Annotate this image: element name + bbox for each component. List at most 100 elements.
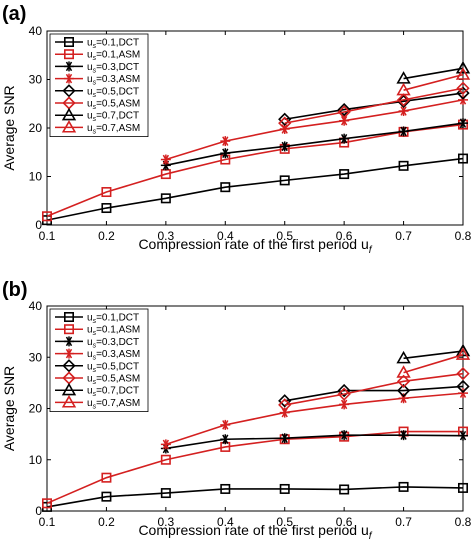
- data-point: [398, 393, 409, 404]
- data-point: [160, 454, 171, 465]
- legend-marker: [62, 359, 76, 373]
- series-line: [403, 350, 464, 360]
- data-point: [396, 82, 411, 96]
- data-point: [278, 398, 292, 412]
- panel-label: (b): [2, 279, 28, 301]
- y-tick-label: 20: [29, 121, 43, 135]
- series-line: [46, 157, 464, 221]
- data-point: [41, 211, 52, 222]
- series-4: [278, 379, 470, 408]
- series-line: [403, 73, 464, 91]
- x-axis-label: Compression rate of the first period uf: [138, 236, 372, 256]
- data-point: [457, 153, 468, 164]
- legend-entry: us=0.3,DCT: [55, 336, 139, 349]
- x-tick-label: 0.7: [395, 229, 412, 243]
- x-tick-label: 0.5: [276, 515, 293, 529]
- data-point: [279, 433, 290, 444]
- panel-label: (a): [2, 3, 26, 25]
- data-point: [278, 394, 292, 408]
- data-point: [458, 94, 468, 105]
- x-tick-label: 0.3: [158, 515, 175, 529]
- series-line: [403, 353, 464, 374]
- data-point: [458, 430, 468, 441]
- y-tick-label: 10: [29, 453, 43, 467]
- data-point: [456, 86, 470, 100]
- x-tick-label: 0.1: [39, 515, 56, 529]
- legend-entry: us=0.5,DCT: [55, 84, 139, 99]
- series-line: [46, 123, 464, 218]
- legend-label: us=0.5,DCT: [87, 86, 139, 99]
- x-axis-label-subscript: f: [369, 531, 373, 542]
- legend-entry: us=0.3,DCT: [55, 61, 139, 74]
- legend-marker: [64, 311, 75, 322]
- x-tick-label: 0.4: [217, 515, 234, 529]
- x-tick-label: 0.6: [336, 515, 353, 529]
- legend-entry: us=0.3,ASM: [55, 73, 140, 87]
- legend-label: us=0.5,DCT: [87, 361, 139, 374]
- data-point: [101, 491, 112, 502]
- data-point: [339, 133, 350, 144]
- legend-marker: [61, 119, 77, 133]
- x-tick-label: 0.8: [455, 515, 472, 529]
- legend-label: us=0.1,DCT: [87, 313, 139, 326]
- y-tick-label: 20: [29, 402, 43, 416]
- legend-label: us=0.7,DCT: [87, 111, 139, 124]
- legend-marker: [64, 49, 75, 60]
- data-point: [337, 105, 351, 119]
- series-line: [46, 486, 464, 508]
- legend-entry: us=0.1,DCT: [55, 36, 139, 50]
- data-point: [396, 93, 411, 107]
- data-point: [455, 347, 471, 360]
- data-point: [160, 488, 171, 499]
- legend-entry: us=0.7,ASM: [55, 119, 140, 135]
- legend-marker: [64, 336, 74, 347]
- data-point: [456, 367, 470, 381]
- legend-entry: us=0.7,DCT: [55, 107, 139, 124]
- x-axis-label-subscript: f: [369, 245, 373, 256]
- y-tick-label: 40: [29, 24, 43, 38]
- legend-label: us=0.3,DCT: [87, 62, 139, 75]
- data-point: [279, 175, 290, 186]
- data-point: [278, 112, 292, 126]
- series-0: [41, 153, 468, 226]
- legend: us=0.1,DCTus=0.1,ASMus=0.3,DCTus=0.3,ASM…: [49, 33, 149, 137]
- data-point: [398, 126, 409, 137]
- series-line: [165, 434, 464, 450]
- legend-entry: us=0.1,ASM: [55, 324, 140, 337]
- series-1: [41, 426, 468, 509]
- data-point: [220, 182, 231, 193]
- data-point: [456, 81, 470, 95]
- series-6: [396, 343, 471, 364]
- legend-label: us=0.7,ASM: [87, 398, 140, 411]
- y-tick-label: 0: [35, 218, 42, 232]
- y-axis-label: Average SNR: [1, 366, 17, 451]
- legend-label: us=0.3,ASM: [87, 74, 140, 87]
- data-point: [455, 60, 471, 74]
- x-tick-label: 0.3: [158, 229, 175, 243]
- data-point: [160, 193, 171, 204]
- data-point: [398, 430, 409, 441]
- data-point: [279, 141, 290, 152]
- series-line: [165, 392, 464, 446]
- series-line: [284, 87, 464, 124]
- data-point: [279, 407, 290, 418]
- x-tick-label: 0.2: [98, 515, 115, 529]
- y-tick-label: 10: [29, 170, 43, 184]
- series-line: [284, 385, 464, 402]
- series-2: [160, 430, 468, 454]
- legend-entry: us=0.1,DCT: [55, 311, 139, 326]
- x-tick-label: 0.1: [39, 229, 56, 243]
- series-line: [165, 99, 464, 161]
- series-line: [165, 122, 464, 167]
- data-point: [456, 379, 470, 394]
- legend-marker: [61, 382, 77, 396]
- data-point: [337, 387, 351, 401]
- series-7: [396, 347, 471, 378]
- series-2: [160, 118, 468, 171]
- x-tick-label: 0.6: [336, 229, 353, 243]
- data-point: [160, 439, 171, 450]
- legend-label: us=0.7,DCT: [87, 386, 139, 399]
- legend-marker: [64, 348, 74, 359]
- y-tick-label: 30: [29, 73, 43, 87]
- series-line: [284, 372, 464, 406]
